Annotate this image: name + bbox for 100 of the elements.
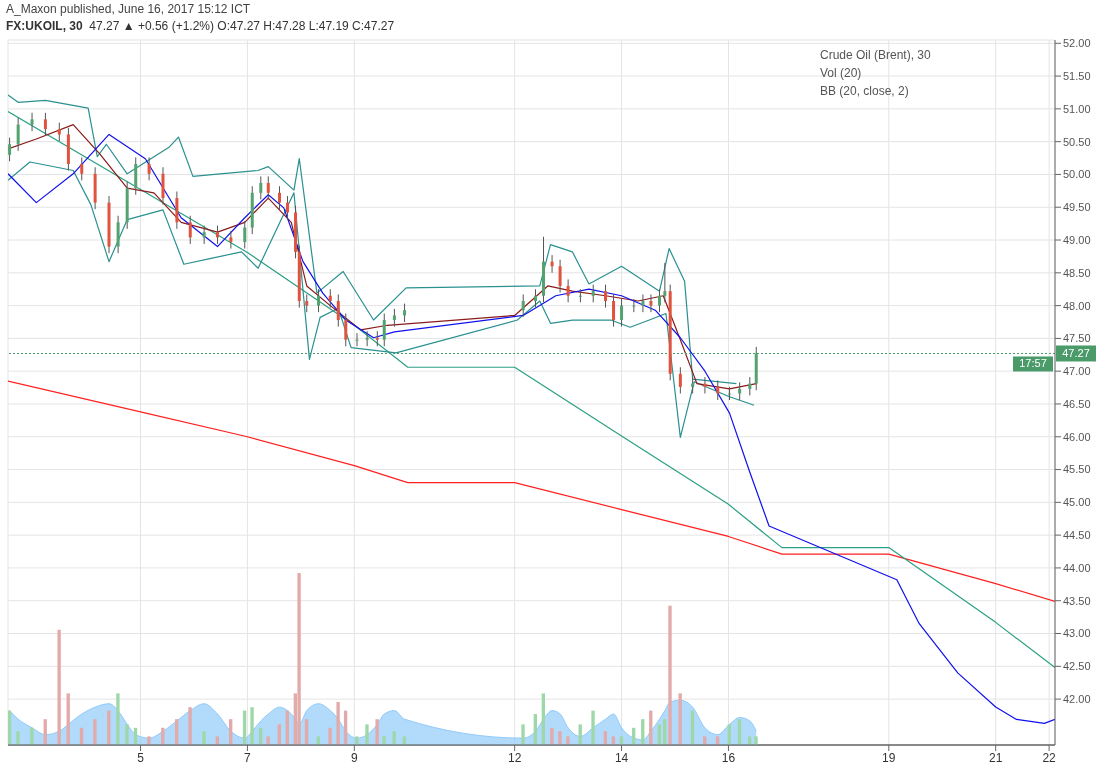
bar <box>116 693 120 745</box>
x-tick-label: 22 <box>1042 750 1057 765</box>
y-tick-label: 44.50 <box>1063 529 1091 542</box>
y-tick-label: 42.50 <box>1063 660 1091 673</box>
y-tick-label: 52.00 <box>1063 37 1091 50</box>
candlestick <box>632 298 636 313</box>
bar <box>297 573 301 745</box>
candlestick <box>286 195 290 220</box>
bar <box>382 736 386 745</box>
candlestick <box>566 278 570 303</box>
candlestick <box>604 284 608 309</box>
candlestick <box>80 156 84 181</box>
candlestick <box>355 332 359 347</box>
candlestick <box>521 293 525 318</box>
candlestick <box>328 288 332 309</box>
annotation: 17:57 <box>1019 357 1047 370</box>
y-tick-label: 44.00 <box>1063 561 1091 574</box>
x-tick-label: 14 <box>614 750 629 765</box>
candlestick <box>30 112 34 132</box>
y-tick-label: 49.50 <box>1063 201 1091 214</box>
candlestick <box>188 215 192 245</box>
chart-title: FX:UKOIL, 30 <box>6 19 83 33</box>
candlestick <box>403 303 407 323</box>
y-tick-label: 51.50 <box>1063 69 1091 82</box>
x-tick-label: 7 <box>244 750 252 765</box>
y-tick-label: 42.00 <box>1063 693 1091 705</box>
line-series <box>8 380 1055 602</box>
x-tick-label: 16 <box>721 750 736 765</box>
x-tick-label: 12 <box>507 750 522 765</box>
candlestick <box>578 288 582 303</box>
x-tick-label: 9 <box>350 750 358 765</box>
x-tick-label: 19 <box>882 750 896 765</box>
bar <box>266 736 270 745</box>
bar <box>328 727 332 745</box>
y-tick-label: 48.50 <box>1063 266 1091 279</box>
candlestick <box>16 117 20 152</box>
candlestick <box>658 288 661 313</box>
candlestick <box>663 262 667 303</box>
candlestick <box>344 312 348 347</box>
candlestick <box>678 366 682 394</box>
bar <box>521 724 525 745</box>
candlestick <box>278 185 281 210</box>
y-tick-label: 45.50 <box>1063 463 1091 476</box>
candlestick <box>748 376 752 396</box>
candlestick <box>716 379 720 401</box>
candlestick <box>202 225 206 245</box>
y-tick-label: 48.00 <box>1063 299 1091 312</box>
bar <box>678 693 682 745</box>
y-tick-label: 46.50 <box>1063 397 1091 410</box>
bar <box>8 710 12 745</box>
bar <box>558 731 562 745</box>
annotation: Vol (20) <box>820 65 863 82</box>
bar <box>365 724 369 745</box>
candlestick <box>243 220 247 250</box>
y-tick-label: 46.00 <box>1063 430 1091 443</box>
y-tick-label: 43.00 <box>1063 627 1091 640</box>
bar <box>16 731 20 745</box>
bar <box>188 707 192 745</box>
bar <box>668 605 672 745</box>
y-tick-label: 50.50 <box>1063 135 1091 148</box>
candlestick <box>620 298 624 328</box>
candlestick <box>216 225 220 245</box>
bar <box>93 719 97 745</box>
text: A_Maxon published, June 16, 2017 15:12 ICT <box>6 2 251 16</box>
bar <box>107 710 111 745</box>
bar <box>125 724 129 745</box>
candlestick <box>728 386 732 401</box>
y-tick-label: 43.50 <box>1063 594 1091 607</box>
bar <box>754 736 758 745</box>
bar <box>202 731 206 745</box>
x-tick-label: 21 <box>989 750 1003 765</box>
annotation: Crude Oil (Brent), 30 <box>820 47 931 64</box>
bar <box>550 727 554 745</box>
candlestick <box>703 376 707 394</box>
x-tick-label: 5 <box>137 750 145 765</box>
bar <box>591 710 595 745</box>
candlestick <box>317 288 321 313</box>
y-tick-label: 45.00 <box>1063 496 1091 509</box>
candlestick <box>57 122 61 142</box>
bar <box>336 702 340 745</box>
ref-line-label: 47.27 <box>1062 347 1090 360</box>
y-tick-label: 47.50 <box>1063 332 1091 345</box>
candlestick <box>336 293 340 328</box>
candlestick <box>259 175 263 200</box>
candlestick <box>147 156 151 181</box>
candlestick <box>558 259 562 293</box>
y-tick-label: 50.00 <box>1063 168 1091 181</box>
candlestick <box>266 175 270 200</box>
candlestick <box>534 288 538 309</box>
bar <box>250 707 254 745</box>
annotation: BB (20, close, 2) <box>820 83 910 100</box>
candlestick <box>382 312 386 347</box>
bar <box>147 736 151 745</box>
candlestick <box>43 112 47 137</box>
bar <box>566 736 570 745</box>
y-tick-label: 47.00 <box>1063 365 1091 378</box>
candlestick <box>641 293 645 313</box>
candlestick <box>229 230 233 250</box>
bar <box>57 629 61 745</box>
y-tick-label: 49.00 <box>1063 233 1091 246</box>
